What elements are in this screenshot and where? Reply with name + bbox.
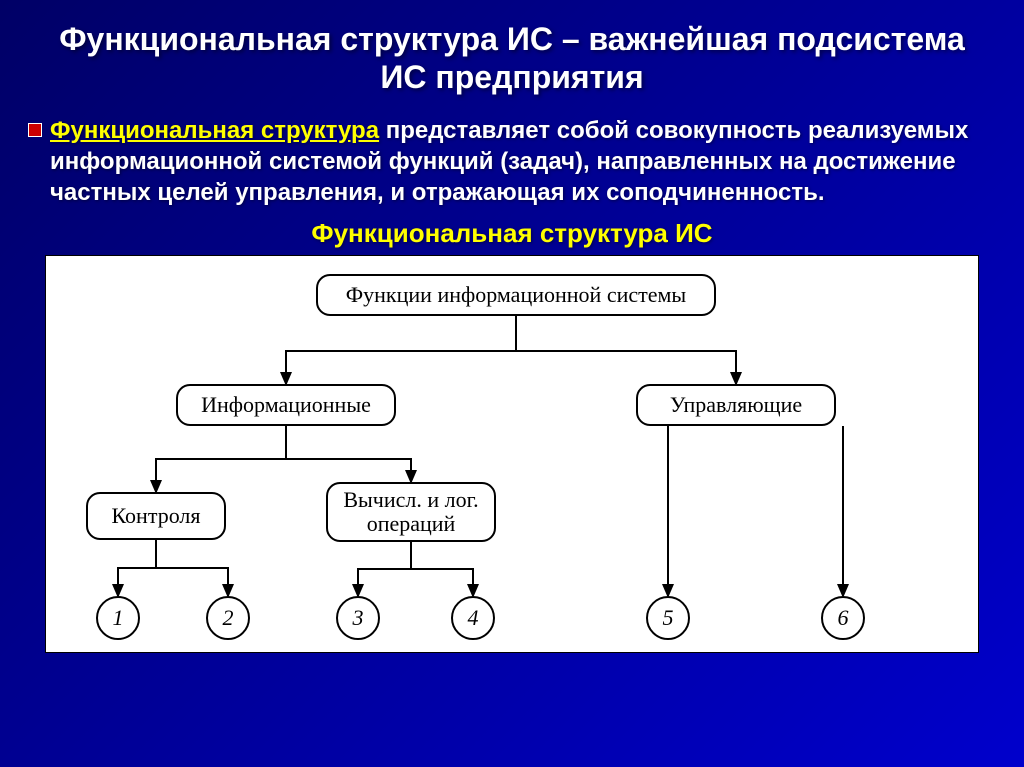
slide-title: Функциональная структура ИС – важнейшая … bbox=[0, 0, 1024, 107]
bullet-marker bbox=[28, 123, 42, 137]
node-info: Информационные bbox=[176, 384, 396, 426]
leaf-4: 4 bbox=[451, 596, 495, 640]
leaf-1: 1 bbox=[96, 596, 140, 640]
leaf-3: 3 bbox=[336, 596, 380, 640]
edge-1 bbox=[516, 316, 736, 384]
edge-3 bbox=[286, 426, 411, 482]
node-ctrl: Управляющие bbox=[636, 384, 836, 426]
leaf-5: 5 bbox=[646, 596, 690, 640]
edge-4 bbox=[118, 540, 156, 596]
leaf-2: 2 bbox=[206, 596, 250, 640]
edge-7 bbox=[411, 542, 473, 596]
node-calc: Вычисл. и лог. операций bbox=[326, 482, 496, 542]
diagram-container: Функции информационной системы Информацио… bbox=[45, 255, 979, 653]
edge-6 bbox=[358, 542, 411, 596]
highlight-term: Функциональная структура bbox=[50, 117, 379, 144]
edge-2 bbox=[156, 426, 286, 492]
edge-0 bbox=[286, 316, 516, 384]
node-root: Функции информационной системы bbox=[316, 274, 716, 316]
edge-5 bbox=[156, 540, 228, 596]
body-paragraph: Функциональная структура представляет со… bbox=[0, 107, 1024, 215]
diagram-subtitle: Функциональная структура ИС bbox=[0, 214, 1024, 255]
leaf-6: 6 bbox=[821, 596, 865, 640]
node-kontr: Контроля bbox=[86, 492, 226, 540]
